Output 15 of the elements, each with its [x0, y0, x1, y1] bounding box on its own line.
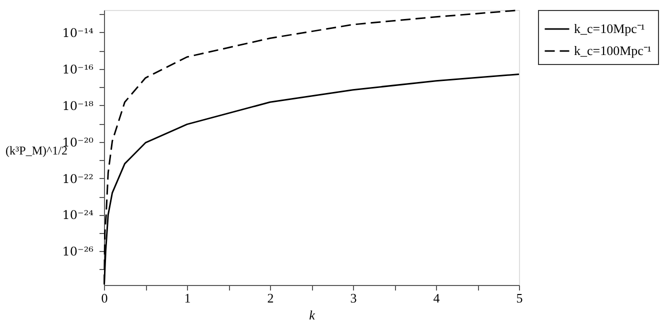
x-tick-label: 5: [516, 290, 523, 306]
x-tick-label: 3: [350, 290, 357, 306]
y-tick-label: 10⁻¹⁶: [62, 62, 94, 76]
legend-label: k_c=100Mpc⁻¹: [574, 43, 652, 58]
x-tick-label: 1: [184, 290, 191, 306]
y-tick-label: 10⁻¹⁴: [62, 26, 94, 40]
legend-label: k_c=10Mpc⁻¹: [574, 21, 645, 36]
x-tick-label: 4: [433, 290, 440, 306]
y-tick-label: 10⁻²⁴: [62, 208, 94, 222]
x-axis-title: k: [309, 308, 316, 322]
y-tick-label: 10⁻²⁶: [62, 244, 94, 259]
x-tick-label: 0: [101, 290, 108, 306]
y-tick-label: 10⁻¹⁸: [62, 98, 94, 113]
y-tick-label: 10⁻²²: [62, 172, 94, 186]
x-tick-label: 2: [267, 290, 274, 306]
